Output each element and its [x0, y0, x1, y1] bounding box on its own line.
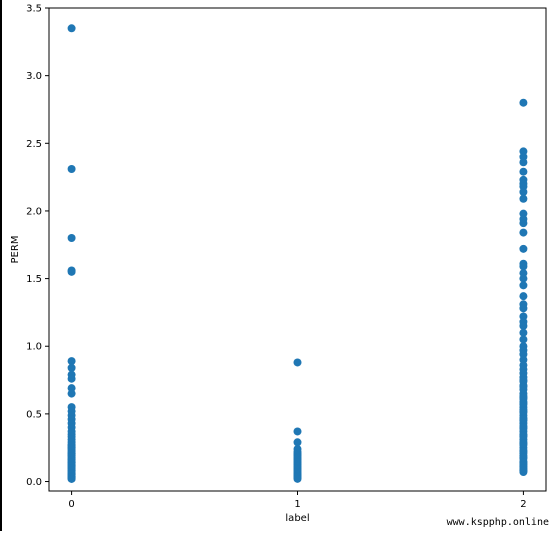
axes: 0 1 2 0.0 0.5 1.0 1.5 2.0 2.5 3.0 3.5 label PERM — [10, 4, 547, 524]
scatter-point — [519, 321, 528, 330]
scatter-points — [67, 24, 528, 483]
scatter-point — [519, 335, 528, 344]
window-edge — [0, 0, 2, 531]
scatter-point — [67, 357, 76, 366]
scatter-point — [519, 376, 528, 385]
scatter-point — [67, 374, 76, 383]
scatter-point — [519, 292, 528, 301]
scatter-point — [519, 98, 528, 107]
scatter-point — [293, 474, 302, 483]
scatter-point — [519, 219, 528, 228]
scatter-point — [67, 24, 76, 33]
scatter-point — [293, 358, 302, 367]
scatter-point — [519, 423, 528, 432]
scatter-point — [519, 415, 528, 424]
scatter-point — [519, 274, 528, 283]
scatter-point — [67, 363, 76, 372]
scatter-point — [293, 438, 302, 447]
scatter-point — [519, 228, 528, 237]
y-tick-label: 1.5 — [26, 274, 42, 285]
plot-frame — [48, 7, 547, 492]
scatter-point — [519, 328, 528, 337]
scatter-point — [519, 466, 528, 475]
scatter-point — [67, 267, 76, 276]
scatter-point — [519, 382, 528, 391]
scatter-point — [519, 304, 528, 313]
y-tick-label: 3.5 — [26, 4, 42, 15]
scatter-point — [519, 158, 528, 167]
y-tick-label: 0.5 — [26, 409, 42, 420]
scatter-point — [519, 167, 528, 176]
y-tick-label: 2.0 — [26, 206, 42, 217]
scatter-point — [519, 399, 528, 408]
scatter-point — [519, 244, 528, 253]
x-tick-label: 1 — [294, 499, 300, 510]
scatter-point — [67, 165, 76, 173]
scatter-point — [67, 389, 76, 398]
scatter-point — [519, 281, 528, 290]
y-axis-label: PERM — [10, 236, 21, 264]
scatter-point — [67, 234, 76, 242]
scatter-point — [519, 194, 528, 203]
scatter-point — [519, 439, 528, 448]
y-tick-label: 3.0 — [26, 71, 42, 82]
scatter-point — [519, 431, 528, 440]
y-tick-label: 0.0 — [26, 477, 42, 488]
x-tick-label: 0 — [68, 499, 74, 510]
scatter-point — [293, 427, 302, 436]
x-axis-label: label — [285, 513, 309, 524]
scatter-point — [519, 188, 528, 196]
y-tick-label: 1.0 — [26, 342, 42, 353]
x-tick-label: 2 — [520, 499, 526, 510]
scatter-point — [67, 474, 76, 483]
scatter-point — [519, 407, 528, 416]
watermark-text: www.kspphp.online — [444, 516, 551, 529]
scatter-point — [519, 262, 528, 271]
y-tick-label: 2.5 — [26, 139, 42, 150]
